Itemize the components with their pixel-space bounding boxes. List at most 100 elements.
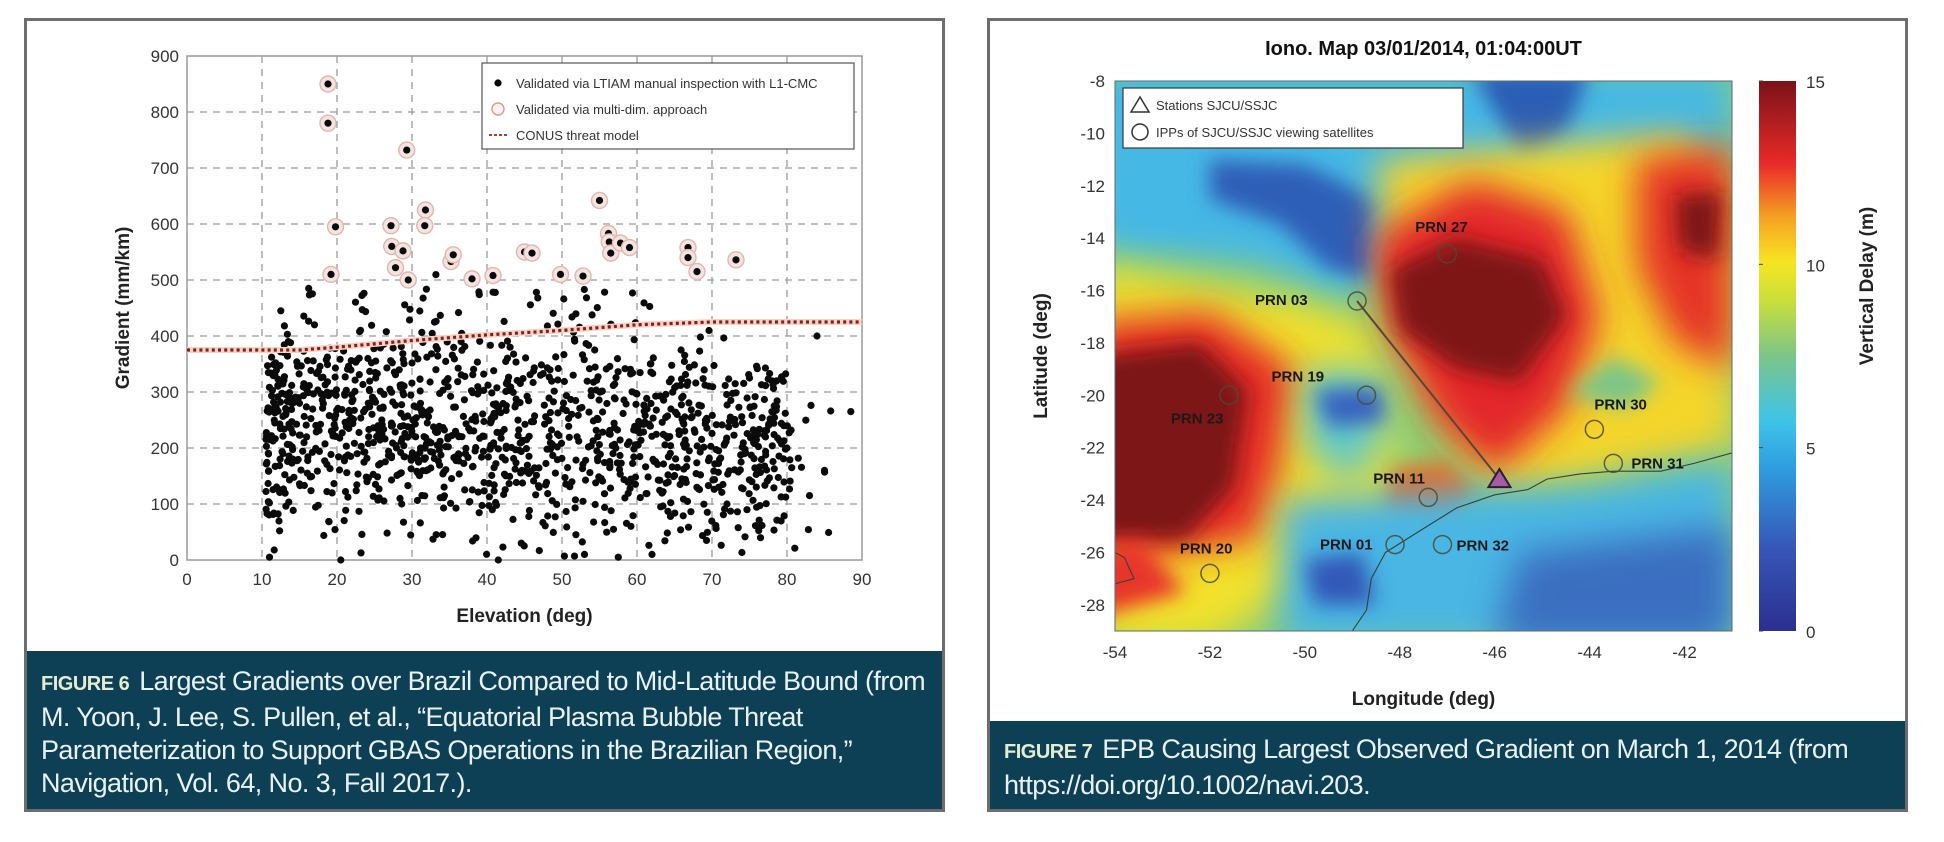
ipp-label: PRN 01 xyxy=(1320,537,1373,554)
data-point xyxy=(323,378,332,386)
chart-legend: Validated via LTIAM manual inspection wi… xyxy=(481,62,855,150)
y-tick-label: -26 xyxy=(1080,543,1105,562)
data-point xyxy=(461,486,469,494)
data-point xyxy=(408,379,416,387)
data-point xyxy=(643,405,651,413)
data-point xyxy=(535,464,543,472)
colorbar-label: Vertical Delay (m) xyxy=(1857,207,1878,365)
data-point xyxy=(312,444,320,452)
data-point xyxy=(551,513,559,521)
data-point xyxy=(772,403,781,411)
data-point xyxy=(428,329,436,337)
data-point xyxy=(636,494,644,502)
data-point xyxy=(454,364,462,372)
data-point xyxy=(345,416,354,424)
region-blue-southeast xyxy=(1498,526,1732,631)
data-point xyxy=(357,549,365,557)
ipp-label: PRN 03 xyxy=(1255,292,1308,309)
data-point xyxy=(523,392,531,400)
data-point xyxy=(374,496,382,504)
data-point xyxy=(598,387,606,395)
data-point xyxy=(620,396,628,404)
data-point xyxy=(609,525,618,533)
validated-point xyxy=(324,119,332,127)
data-point xyxy=(532,471,540,479)
data-point xyxy=(761,481,769,489)
data-point xyxy=(370,396,378,404)
data-point xyxy=(743,394,751,402)
data-point xyxy=(827,407,835,415)
data-point xyxy=(659,460,668,468)
data-point xyxy=(723,390,731,399)
ipp-label: PRN 32 xyxy=(1456,538,1509,555)
data-point xyxy=(549,528,557,536)
data-point xyxy=(751,393,759,401)
data-point xyxy=(296,431,304,439)
data-point xyxy=(398,401,406,409)
data-point xyxy=(680,357,689,366)
data-point xyxy=(271,435,279,443)
data-point xyxy=(688,413,696,421)
data-point xyxy=(512,358,520,366)
data-point xyxy=(587,392,595,400)
data-point xyxy=(391,428,399,436)
data-point xyxy=(738,484,746,492)
data-point xyxy=(603,399,611,408)
data-point xyxy=(468,486,476,494)
data-point xyxy=(316,362,324,370)
data-point xyxy=(677,401,686,409)
data-point xyxy=(497,434,505,442)
data-point xyxy=(761,364,770,372)
data-point xyxy=(725,423,733,431)
data-point xyxy=(287,425,295,433)
data-point xyxy=(612,374,620,382)
data-point xyxy=(265,467,273,475)
data-point xyxy=(365,433,373,441)
validated-point xyxy=(605,238,613,246)
data-point xyxy=(548,440,556,448)
data-point xyxy=(768,377,776,385)
data-point xyxy=(350,406,358,414)
data-point xyxy=(570,335,579,343)
data-point xyxy=(587,387,595,395)
data-point xyxy=(545,417,553,425)
data-point xyxy=(351,376,359,384)
data-point xyxy=(601,519,609,527)
data-point xyxy=(747,451,755,459)
data-point xyxy=(740,379,748,387)
data-point xyxy=(383,364,391,372)
ipp-markers: PRN 27 PRN 03 PRN 19 PRN 23 PRN 30 PRN 31 PRN … xyxy=(1171,219,1684,584)
data-point xyxy=(633,390,641,398)
x-tick-label: -42 xyxy=(1672,643,1697,662)
data-point xyxy=(434,352,442,360)
data-point xyxy=(436,311,444,319)
figure-7-caption: FIGURE 7 EPB Causing Largest Observed Gra… xyxy=(990,721,1905,809)
data-point xyxy=(442,357,450,365)
data-point xyxy=(582,456,590,464)
data-point xyxy=(725,417,734,425)
validated-point xyxy=(607,249,615,257)
data-point xyxy=(411,420,419,428)
figure-6-label: FIGURE 6 xyxy=(41,673,130,695)
data-point xyxy=(276,362,284,370)
data-point xyxy=(666,449,674,457)
data-point xyxy=(294,455,302,464)
data-point xyxy=(364,474,372,482)
data-point xyxy=(459,412,467,420)
data-point xyxy=(715,447,723,455)
data-point xyxy=(297,466,305,474)
data-point xyxy=(636,453,644,461)
data-point xyxy=(288,381,296,389)
data-point xyxy=(781,409,789,417)
data-point xyxy=(494,445,502,453)
y-tick-label: -16 xyxy=(1080,282,1105,301)
data-point xyxy=(401,301,409,309)
data-point xyxy=(272,403,280,411)
legend-label: Validated via LTIAM manual inspection wi… xyxy=(516,76,818,91)
data-point xyxy=(276,527,284,535)
data-point xyxy=(726,507,735,515)
y-tick-label: 0 xyxy=(170,551,179,570)
data-point xyxy=(427,350,436,358)
data-point xyxy=(547,426,556,434)
data-point xyxy=(413,496,421,505)
